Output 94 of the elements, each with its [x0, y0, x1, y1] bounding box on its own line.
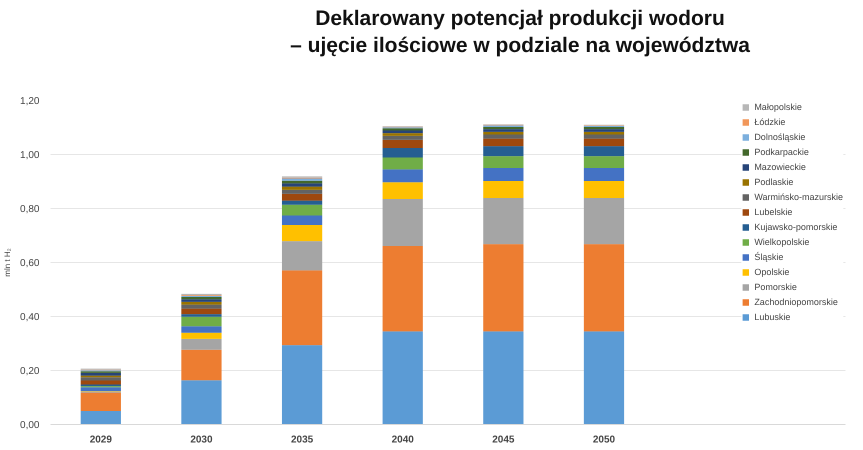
y-axis-title: mln t H₂: [3, 248, 12, 277]
bar: [181, 308, 222, 314]
bar: [282, 204, 322, 216]
bar: [382, 130, 423, 134]
bar: [382, 246, 423, 332]
bar: [181, 332, 222, 339]
legend-label: Podkarpackie: [754, 147, 809, 157]
bar: [282, 270, 322, 346]
x-tick-label: 2035: [290, 434, 314, 446]
bar: [282, 200, 322, 205]
bar: [584, 156, 624, 168]
bar: [483, 129, 524, 132]
bar: [483, 126, 524, 130]
y-tick-label: 1,20: [20, 96, 40, 107]
bar: [282, 241, 322, 270]
bar: [80, 372, 121, 376]
legend-label: Opolskie: [754, 267, 790, 277]
bar: [181, 302, 222, 305]
bar: [584, 146, 624, 156]
bar: [483, 156, 524, 168]
bar: [181, 299, 222, 302]
x-tick-label: 2045: [492, 434, 515, 446]
y-tick-label: 0,80: [20, 204, 40, 215]
bar: [483, 146, 524, 156]
bar: [181, 380, 222, 424]
bar: [80, 377, 121, 380]
legend-label: Wielkopolskie: [754, 237, 810, 247]
bar: [382, 157, 423, 170]
legend-label: Kujawsko-pomorskie: [754, 222, 838, 232]
legend-label: Małopolskie: [754, 102, 802, 112]
bar: [584, 168, 624, 181]
x-tick-label: 2050: [592, 434, 616, 446]
bar: [181, 350, 222, 380]
bar: [483, 138, 524, 146]
bar: [282, 180, 322, 184]
bar: [282, 183, 322, 187]
legend-label: Zachodniopomorskie: [754, 297, 838, 307]
bar: [483, 180, 524, 198]
bar: [282, 194, 322, 201]
bar: [382, 148, 423, 158]
bar: [483, 134, 524, 139]
legend-label: Pomorskie: [754, 282, 797, 292]
bar: [584, 331, 624, 424]
bar: [181, 304, 222, 309]
bar: [584, 180, 624, 198]
bar: [282, 190, 322, 194]
bar: [584, 244, 624, 332]
y-tick-label: 0,60: [20, 258, 40, 269]
legend-label: Lubuskie: [754, 312, 790, 322]
bar: [382, 140, 423, 148]
bar: [382, 136, 423, 140]
bar: [382, 169, 423, 182]
bar: [584, 138, 624, 146]
bar: [181, 326, 222, 333]
bar: [80, 392, 121, 411]
bar: [584, 134, 624, 139]
bar: [382, 331, 423, 424]
legend-label: Podlaskie: [754, 177, 794, 187]
bar: [483, 168, 524, 181]
x-tick-label: 2029: [90, 434, 112, 446]
bar: [382, 199, 423, 246]
legend-label: Lubelskie: [754, 207, 792, 217]
x-tick-label: 2030: [190, 434, 214, 446]
bar: [483, 198, 524, 244]
bar: [584, 132, 624, 135]
bar: [584, 129, 624, 132]
y-tick-label: 0,00: [20, 420, 40, 431]
x-tick-label: 2040: [392, 434, 414, 446]
bar: [80, 380, 121, 385]
bar: [483, 244, 524, 332]
bar: [282, 345, 322, 424]
bar: [382, 133, 423, 136]
bar: [181, 316, 222, 326]
bar: [282, 224, 322, 242]
bar: [584, 198, 624, 244]
bar: [80, 411, 121, 424]
legend-label: Dolnośląskie: [754, 132, 806, 142]
legend-label: Łódzkie: [754, 117, 786, 127]
legend-label: Śląskie: [754, 252, 784, 262]
bar: [181, 338, 222, 350]
bar: [483, 132, 524, 135]
bar: [282, 216, 322, 225]
bar: [483, 331, 524, 424]
bar: [80, 387, 121, 392]
bar: [181, 314, 222, 317]
y-tick-label: 0,40: [20, 312, 40, 323]
bar: [584, 126, 624, 130]
legend-label: Mazowieckie: [754, 162, 806, 172]
y-tick-label: 1,00: [20, 150, 40, 161]
y-tick-label: 0,20: [20, 366, 40, 377]
chart-title: Deklarowany potencjał produkcji wodoru – ujęcie ilościowe w podziale na województwa: [290, 6, 750, 60]
bar: [282, 186, 322, 190]
bar: [382, 182, 423, 200]
legend-label: Warmińsko-mazurskie: [754, 192, 843, 202]
